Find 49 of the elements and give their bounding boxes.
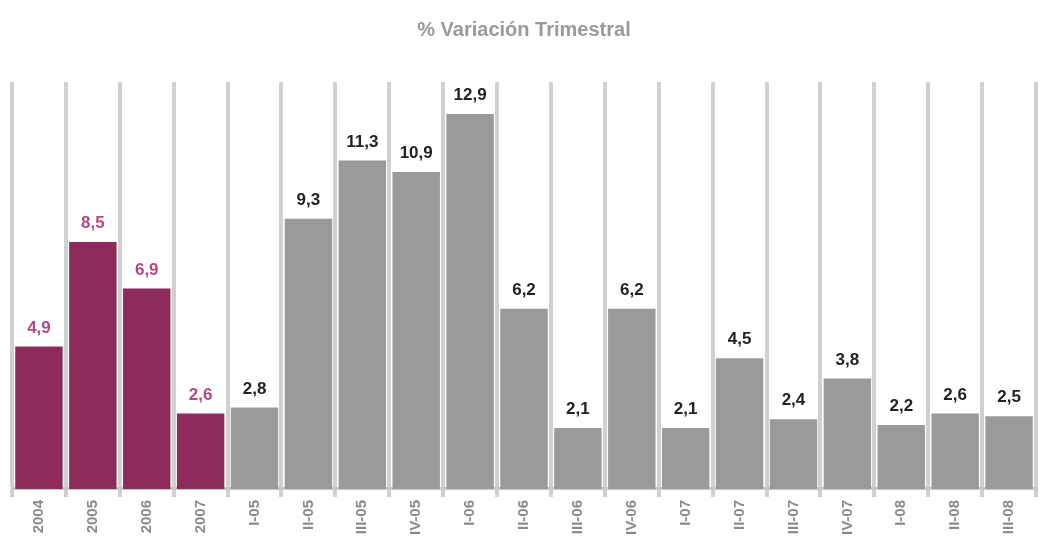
x-tick-label: IV-06 (621, 499, 639, 536)
x-tick-label: III-05 (352, 499, 370, 535)
bar (769, 419, 818, 489)
data-label: 6,9 (134, 259, 159, 279)
x-tick-label: III-06 (568, 499, 586, 535)
data-label: 9,3 (296, 189, 321, 209)
x-tick-label: IV-05 (406, 499, 424, 536)
x-tick-label: III-07 (783, 499, 801, 535)
x-tick-label: 2004 (29, 499, 47, 534)
x-tick-label: I-08 (891, 499, 909, 526)
bar (931, 413, 979, 489)
x-tick-label: I-07 (675, 499, 693, 526)
data-label: 11,3 (346, 131, 379, 151)
data-label: 2,1 (673, 399, 698, 419)
bar (715, 358, 764, 489)
data-label: 4,9 (27, 317, 51, 337)
data-label: 3,8 (835, 349, 860, 369)
x-tick-label: 2005 (82, 499, 100, 534)
data-label: 2,1 (566, 399, 590, 419)
bar (554, 427, 602, 489)
bar (230, 407, 279, 489)
x-tick-label: II-05 (298, 499, 316, 530)
data-label: 6,2 (512, 279, 536, 299)
data-label: 2,6 (943, 384, 967, 404)
bar (176, 413, 225, 489)
data-label: 2,5 (997, 387, 1021, 407)
x-tick-label: II-07 (729, 499, 747, 530)
x-tick-label: I-06 (460, 499, 478, 526)
data-label: 2,6 (188, 384, 213, 404)
data-label: 10,9 (399, 143, 433, 163)
chart-title: % Variación Trimestral (417, 17, 631, 40)
x-tick-label: I-05 (244, 499, 262, 526)
data-label: 2,8 (242, 378, 267, 398)
data-label: 6,2 (619, 279, 644, 299)
data-label: 12,9 (453, 85, 487, 105)
data-label: 2,4 (781, 390, 806, 410)
x-tick-label: 2007 (190, 499, 208, 534)
x-tick-label: III-08 (999, 499, 1017, 535)
bar (985, 416, 1033, 489)
x-tick-label: II-08 (945, 499, 963, 530)
x-tick-label: 2006 (136, 499, 154, 534)
data-label: 4,5 (727, 329, 752, 349)
data-label: 2,2 (889, 396, 914, 416)
x-tick-label: II-06 (514, 499, 532, 530)
data-label: 8,5 (81, 213, 105, 233)
bar (661, 427, 710, 489)
x-tick-label: IV-07 (837, 499, 855, 536)
bar (823, 378, 872, 489)
bar (877, 425, 925, 489)
